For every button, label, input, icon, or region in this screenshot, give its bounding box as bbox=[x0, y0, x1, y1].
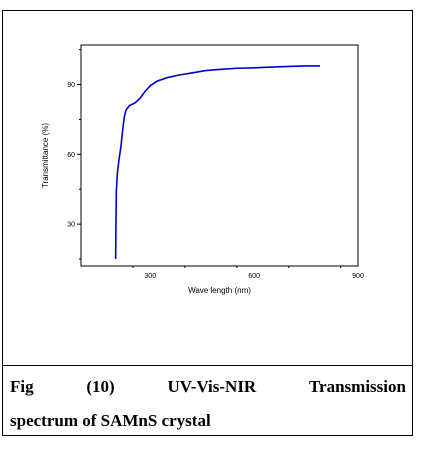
caption-word: (10) bbox=[86, 377, 115, 396]
figure-caption: Fig (10) UV-Vis-NIR Transmission spectru… bbox=[10, 370, 406, 438]
x-tick-label: 600 bbox=[248, 273, 260, 280]
transmission-series-line bbox=[114, 65, 320, 260]
x-tick-label: 300 bbox=[144, 273, 156, 280]
caption-divider bbox=[2, 365, 413, 366]
x-tick-label: 900 bbox=[352, 273, 364, 280]
x-axis-title: Wave length (nm) bbox=[188, 286, 251, 295]
caption-word: Fig bbox=[10, 377, 34, 396]
figure-frame bbox=[2, 10, 413, 436]
y-tick-label: 90 bbox=[67, 82, 75, 89]
caption-word: UV-Vis-NIR bbox=[167, 377, 257, 396]
caption-line-2: spectrum of SAMnS crystal bbox=[10, 411, 211, 430]
y-tick-label: 30 bbox=[67, 222, 75, 229]
y-axis-title: Transmittance (%) bbox=[41, 123, 50, 188]
chart: 300 600 900 30 60 90 Wave length (nm) Transmitt… bbox=[41, 44, 364, 295]
caption-word: Transmission bbox=[308, 377, 406, 396]
y-tick-label: 60 bbox=[67, 152, 75, 159]
plot-area-frame bbox=[80, 44, 359, 267]
caption-line-1: Fig (10) UV-Vis-NIR Transmission bbox=[10, 370, 406, 404]
